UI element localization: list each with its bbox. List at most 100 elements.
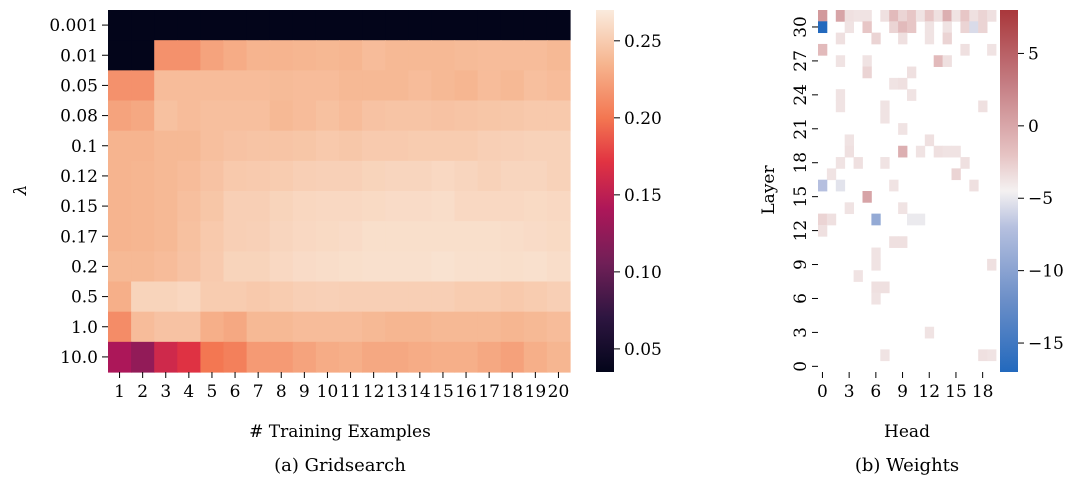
colorbar-tick-label: 0.05 [624,340,662,360]
gridsearch-caption: (a) Gridsearch [274,455,406,476]
x-tick-label: 9 [299,382,310,402]
weight-cell [853,157,863,169]
weight-cell [987,43,997,56]
heatmap-cell [523,251,548,283]
heatmap-cell [200,221,225,252]
heatmap-cell [431,221,456,252]
heatmap-cell [408,341,432,373]
heatmap-cell [546,10,571,41]
weight-cell [818,213,828,226]
heatmap-cell [200,311,225,343]
heatmap-cell [431,100,456,132]
heatmap-cell [246,221,271,252]
weight-cell [898,32,908,45]
weight-cell [871,292,881,305]
gridsearch-y-axis-title: λ [11,185,31,197]
heatmap-cell [385,70,409,102]
heatmap-cell [523,160,548,192]
heatmap-cell [154,281,178,313]
weight-cell [835,157,846,169]
x-tick-label: 4 [183,382,194,402]
heatmap-cell [408,100,432,132]
weight-cell [871,247,881,260]
heatmap-cell [200,341,225,373]
weight-cell [960,21,970,34]
heatmap-cell [500,40,525,71]
weight-cell [951,145,961,158]
heatmap-cell [431,311,456,343]
heatmap-cell [315,10,340,41]
heatmap-cell [108,251,132,283]
heatmap-cell [292,70,317,102]
y-tick-label: 0.17 [60,227,98,247]
heatmap-cell [292,191,317,222]
heatmap-cell [408,311,432,343]
heatmap-cell [315,281,340,313]
heatmap-cell [477,341,502,373]
head-tick-label: 9 [897,382,908,402]
heatmap-cell [108,311,132,343]
heatmap-cell [339,10,363,41]
weight-cell [907,21,917,34]
weight-cell [835,32,846,45]
weight-cell [978,21,988,34]
heatmap-cell [223,10,248,41]
gridsearch-x-axis-title: # Training Examples [249,422,431,442]
weight-cell [924,134,935,147]
layer-tick-label: 30 [791,16,811,38]
heatmap-cell [454,251,479,283]
x-tick-label: 18 [501,382,523,402]
weight-cell [907,213,917,226]
heatmap-cell [315,341,340,373]
heatmap-cell [315,221,340,252]
heatmap-cell [292,311,317,343]
heatmap-cell [108,160,132,192]
heatmap-cell [362,100,386,132]
colorbar-tick-label: 5 [1028,44,1039,64]
x-tick-label: 1 [114,382,125,402]
heatmap-cell [108,40,132,71]
weight-cell [862,191,872,203]
heatmap-cell [131,70,155,102]
heatmap-cell [177,221,201,252]
heatmap-cell [177,70,201,102]
weight-cell [889,21,899,34]
weights-x-tick-labels: 0 3 6 9 12 15 18 [817,372,993,402]
heatmap-cell [177,100,201,132]
weight-cell [871,258,881,271]
x-tick-label: 3 [160,382,171,402]
heatmap-cell [477,311,502,343]
heatmap-cell [246,40,271,71]
heatmap-cell [546,160,571,192]
heatmap-cell [177,341,201,373]
heatmap-cell [154,130,178,162]
heatmap-cell [315,251,340,283]
weight-cell [898,77,908,90]
heatmap-cell [431,341,456,373]
heatmap-cell [362,251,386,283]
layer-tick-label: 15 [791,186,811,208]
weight-cell [871,213,881,226]
head-tick-label: 3 [844,382,855,402]
heatmap-cell [454,311,479,343]
head-tick-label: 6 [870,382,881,402]
layer-tick-label: 18 [791,152,811,174]
heatmap-cell [269,40,294,71]
colorbar-tick-label: −10 [1028,262,1064,282]
colorbar-tick-label: 0.25 [624,32,662,52]
weight-cell [951,10,961,22]
heatmap-cell [108,221,132,252]
heatmap-cell [477,191,502,222]
heatmap-cell [269,221,294,252]
heatmap-cell [108,281,132,313]
heatmap-cell [223,100,248,132]
heatmap-cell [108,100,132,132]
heatmap-cell [500,10,525,41]
weight-cell [889,10,899,22]
heatmap-cell [246,70,271,102]
heatmap-cell [292,251,317,283]
heatmap-cell [223,70,248,102]
heatmap-cell [546,40,571,71]
weight-cell [898,123,908,135]
heatmap-cell [177,251,201,283]
